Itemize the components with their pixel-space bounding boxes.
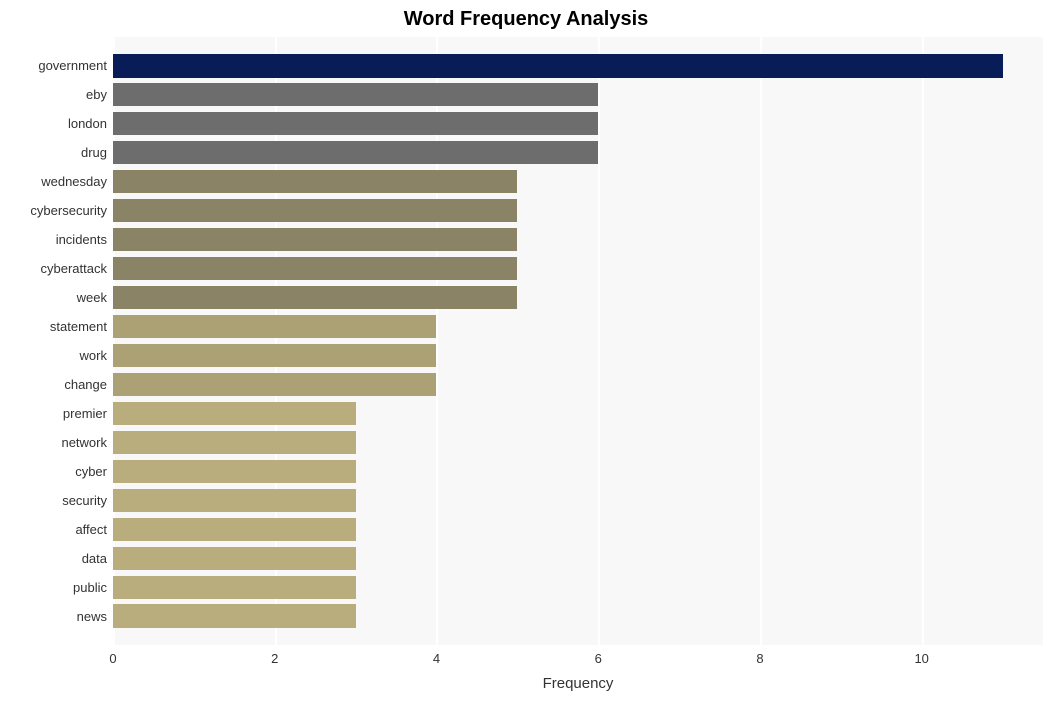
bar [113,315,436,338]
y-tick-label: week [77,290,107,305]
y-tick-label: work [80,348,107,363]
y-tick-label: drug [81,145,107,160]
gridline [760,37,762,645]
bar [113,112,598,135]
chart-container: Word Frequency Analysis Frequency 0 2 4 6 8 1… [0,0,1052,701]
y-tick-label: statement [50,319,107,334]
bar [113,547,356,570]
y-tick-label: data [82,551,107,566]
y-tick-label: government [38,58,107,73]
y-tick-label: affect [75,522,107,537]
y-tick-label: change [64,377,107,392]
bar [113,518,356,541]
bar [113,257,517,280]
y-tick-label: wednesday [41,174,107,189]
y-tick-label: cybersecurity [30,203,107,218]
x-tick-label: 10 [914,651,928,666]
bar [113,286,517,309]
y-tick-label: london [68,116,107,131]
bar [113,576,356,599]
bar [113,402,356,425]
x-tick-label: 8 [756,651,763,666]
x-tick-label: 2 [271,651,278,666]
bar [113,373,436,396]
bar [113,141,598,164]
bar [113,344,436,367]
y-tick-label: cyber [75,464,107,479]
gridline [922,37,924,645]
bar [113,489,356,512]
bar [113,604,356,627]
y-tick-label: security [62,493,107,508]
y-tick-label: public [73,580,107,595]
bar [113,170,517,193]
y-tick-label: incidents [56,232,107,247]
gridline [598,37,600,645]
y-tick-label: premier [63,406,107,421]
bar [113,460,356,483]
y-tick-label: eby [86,87,107,102]
plot-area [113,37,1043,645]
bar [113,431,356,454]
bar [113,54,1003,77]
bar [113,199,517,222]
chart-title: Word Frequency Analysis [0,8,1052,31]
x-tick-label: 4 [433,651,440,666]
y-tick-label: network [61,435,107,450]
y-tick-label: cyberattack [41,261,107,276]
y-tick-label: news [77,609,107,624]
x-tick-label: 0 [109,651,116,666]
x-axis-label: Frequency [113,675,1043,692]
bar [113,228,517,251]
bar [113,83,598,106]
x-tick-label: 6 [595,651,602,666]
